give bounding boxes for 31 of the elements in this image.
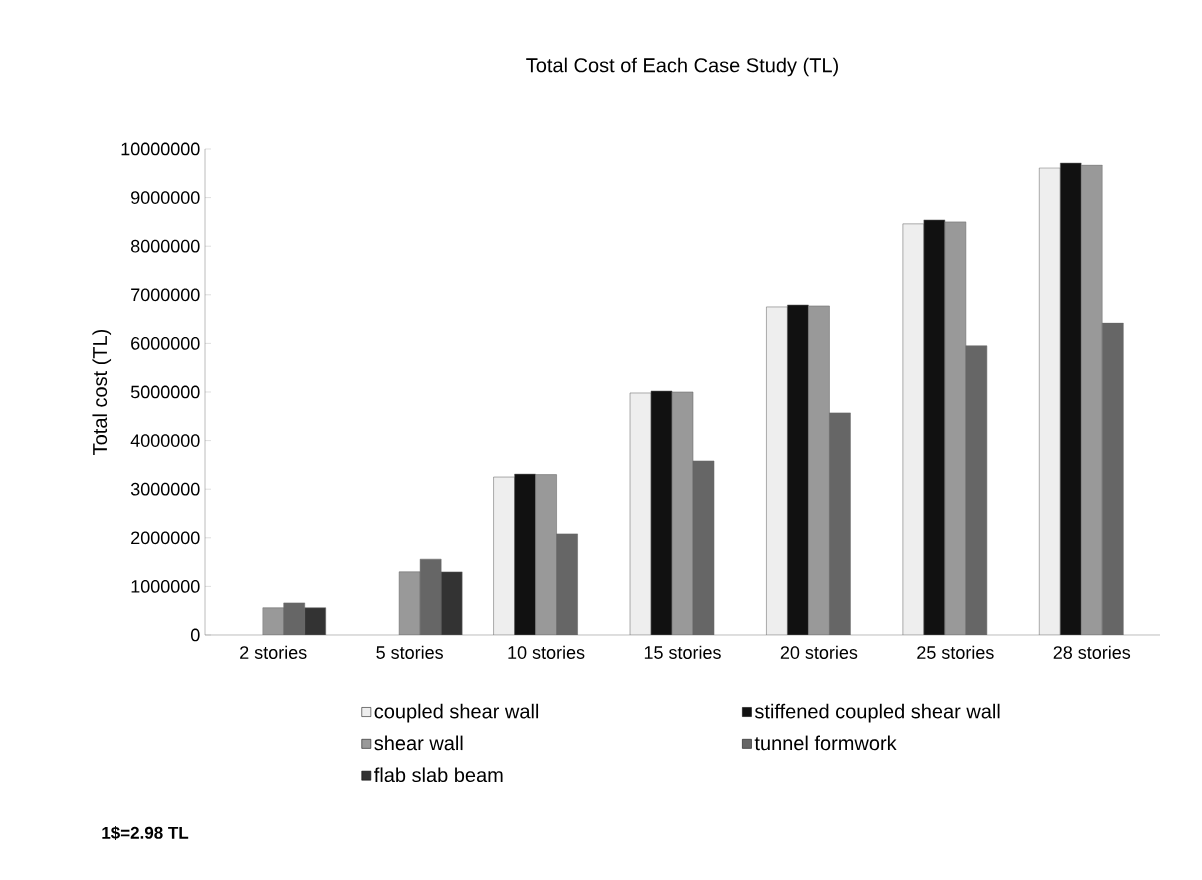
bar (650, 390, 673, 635)
y-tick-label: 8000000 (130, 239, 200, 253)
y-tick-label: 10000000 (121, 142, 200, 156)
y-tick-label: 0 (191, 628, 200, 642)
text: 1$=2.98 TL (102, 826, 189, 840)
y-tick-label: 3000000 (130, 482, 200, 496)
y-tick-label: 2000000 (131, 531, 200, 545)
legend-label: flab slab beam (374, 767, 503, 783)
bar (923, 219, 946, 635)
y-tick-label: 6000000 (131, 337, 200, 350)
chart-title: Total Cost of Each Case Study (TL) (526, 57, 838, 77)
x-tick-label: 10 stories (508, 645, 585, 659)
bar (1060, 162, 1082, 635)
legend-label: shear wall (374, 735, 463, 751)
bar (787, 304, 809, 635)
x-tick-label: 2 stories (240, 645, 307, 659)
legend-label: stiffened coupled shear wall (754, 703, 1000, 723)
y-tick-label: 7000000 (131, 288, 200, 302)
x-tick-label: 25 stories (917, 645, 994, 659)
y-axis-title: Total cost (TL) (92, 329, 112, 455)
legend-label: coupled shear wall (374, 703, 539, 723)
y-tick-label: 9000000 (131, 191, 200, 204)
legend-label: tunnel formwork (754, 735, 897, 751)
y-tick-label: 1000000 (131, 580, 200, 593)
bar (514, 473, 536, 635)
x-tick-label: 28 stories (1053, 645, 1131, 659)
y-tick-label: 5000000 (130, 385, 200, 399)
y-tick-label: 4000000 (130, 434, 200, 447)
x-tick-label: 5 stories (376, 645, 443, 659)
x-tick-label: 15 stories (644, 645, 721, 659)
x-tick-label: 20 stories (780, 645, 858, 659)
